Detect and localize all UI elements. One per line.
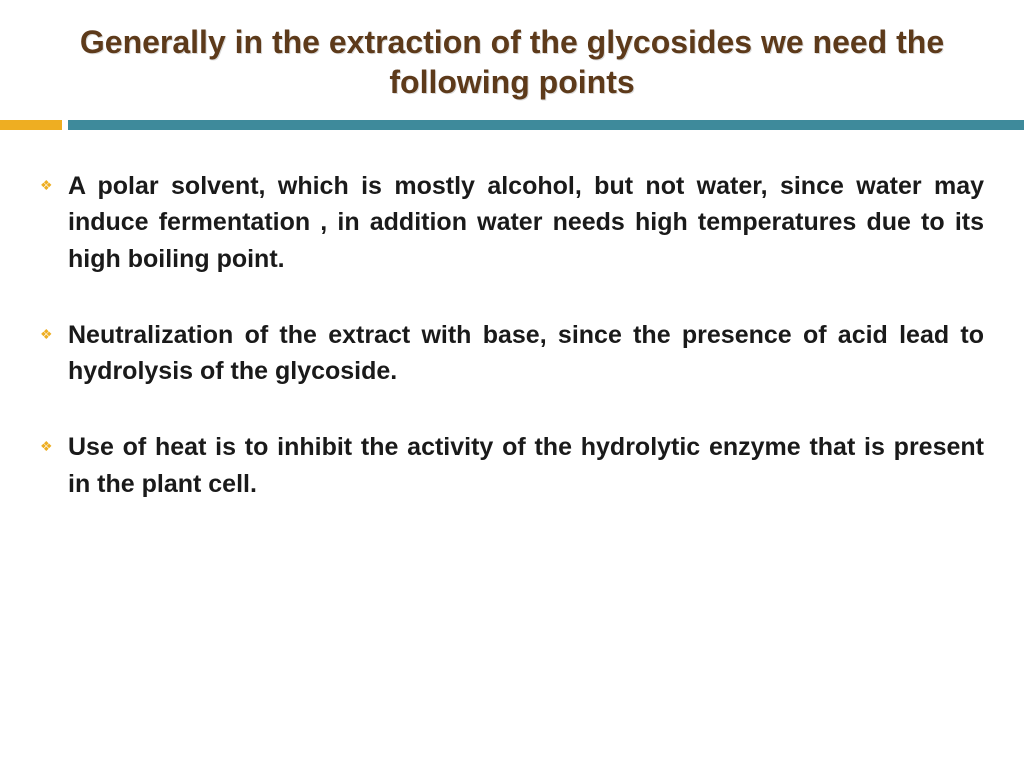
bullet-item: ❖ Neutralization of the extract with bas…: [40, 317, 984, 390]
bullet-marker-icon: ❖: [40, 168, 68, 277]
bullet-item: ❖ A polar solvent, which is mostly alcoh…: [40, 168, 984, 277]
slide-title: Generally in the extraction of the glyco…: [0, 22, 1024, 102]
slide-content: ❖ A polar solvent, which is mostly alcoh…: [0, 168, 1024, 502]
bullet-marker-icon: ❖: [40, 317, 68, 390]
title-divider: [0, 120, 1024, 130]
divider-bar: [68, 120, 1024, 130]
slide: Generally in the extraction of the glyco…: [0, 0, 1024, 768]
bullet-text: Neutralization of the extract with base,…: [68, 317, 984, 390]
bullet-item: ❖ Use of heat is to inhibit the activity…: [40, 429, 984, 502]
bullet-marker-icon: ❖: [40, 429, 68, 502]
bullet-text: A polar solvent, which is mostly alcohol…: [68, 168, 984, 277]
bullet-text: Use of heat is to inhibit the activity o…: [68, 429, 984, 502]
divider-accent: [0, 120, 62, 130]
